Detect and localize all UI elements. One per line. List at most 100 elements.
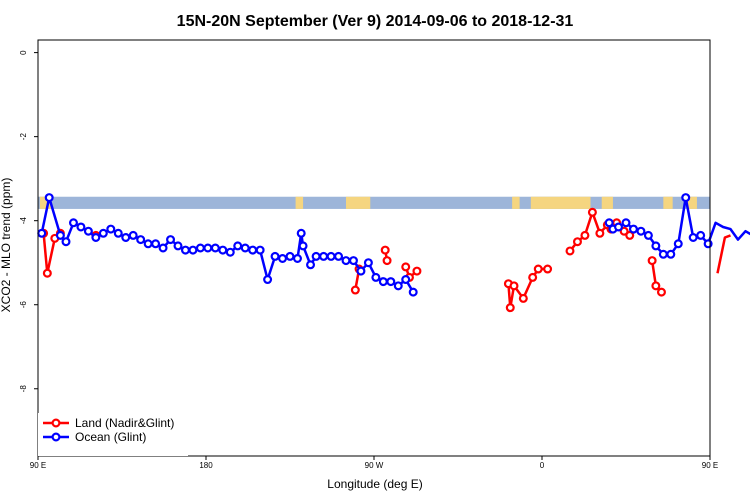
y-tick-label: 0: [19, 50, 28, 55]
legend-marker-land: [51, 418, 61, 428]
data-point-ocean: [158, 243, 168, 253]
data-point-ocean: [37, 228, 47, 238]
data-point-ocean: [386, 277, 396, 287]
legend-label-land: Land (Nadir&Glint): [75, 416, 174, 430]
surface-band-land: [295, 196, 304, 209]
data-point-ocean: [628, 224, 638, 234]
data-point-ocean: [371, 272, 381, 282]
data-point-ocean: [298, 241, 308, 251]
data-point-ocean: [378, 277, 388, 287]
legend-marker-ocean: [51, 432, 61, 442]
y-tick-label: -6: [19, 301, 28, 309]
data-point-ocean: [604, 218, 614, 228]
data-point-ocean: [180, 245, 190, 255]
data-point-ocean: [319, 251, 329, 261]
data-point-ocean: [106, 224, 116, 234]
data-point-land: [350, 285, 360, 295]
data-point-land: [533, 264, 543, 274]
data-point-ocean: [61, 237, 71, 247]
data-point-ocean: [696, 230, 706, 240]
data-point-ocean: [151, 239, 161, 249]
data-point-ocean: [341, 256, 351, 266]
surface-band-land: [530, 196, 591, 209]
x-axis-label: Longitude (deg E): [327, 477, 422, 491]
data-point-ocean: [326, 251, 336, 261]
data-point-ocean: [278, 254, 288, 264]
data-point-ocean: [408, 287, 418, 297]
data-point-ocean: [188, 245, 198, 255]
data-point-ocean: [363, 258, 373, 268]
surface-band-land: [512, 196, 520, 209]
data-point-ocean: [143, 239, 153, 249]
data-point-ocean: [240, 243, 250, 253]
legend: Land (Nadir&Glint)Ocean (Glint): [43, 416, 174, 444]
data-point-ocean: [128, 230, 138, 240]
data-point-ocean: [703, 239, 713, 249]
data-point-ocean: [292, 254, 302, 264]
data-point-ocean: [136, 235, 146, 245]
data-point-ocean: [651, 241, 661, 251]
data-point-land: [380, 245, 390, 255]
data-point-ocean: [113, 228, 123, 238]
data-point-ocean: [688, 232, 698, 242]
data-point-ocean: [68, 218, 78, 228]
data-point-ocean: [44, 193, 54, 203]
data-point-land: [528, 272, 538, 282]
data-point-land: [595, 228, 605, 238]
legend-label-ocean: Ocean (Glint): [75, 430, 146, 444]
data-point-land: [587, 207, 597, 217]
data-point-ocean: [76, 222, 86, 232]
data-point-ocean: [121, 232, 131, 242]
series-line-land: [716, 234, 731, 274]
data-point-land: [518, 293, 528, 303]
data-point-land: [401, 262, 411, 272]
x-axis: 90 E 180 90 W 0 90 E: [30, 456, 718, 470]
data-point-land: [412, 266, 422, 276]
x-tick-label: 90 W: [365, 461, 384, 470]
x-tick-label: 90 E: [702, 461, 718, 470]
data-point-ocean: [621, 218, 631, 228]
y-tick-label: -8: [19, 385, 28, 393]
surface-band-land: [601, 196, 613, 209]
data-point-ocean: [248, 245, 258, 255]
surface-band-land: [663, 196, 673, 209]
plot-frame: [37, 39, 711, 457]
data-point-ocean: [401, 275, 411, 285]
data-point-ocean: [285, 251, 295, 261]
surface-band-land: [39, 196, 52, 209]
x-tick-label: 0: [540, 461, 545, 470]
surface-band-land: [346, 196, 371, 209]
data-point-ocean: [233, 241, 243, 251]
data-point-ocean: [636, 226, 646, 236]
series-layer: [37, 193, 750, 313]
data-point-ocean: [356, 266, 366, 276]
data-point-ocean: [55, 230, 65, 240]
x-tick-label: 180: [199, 461, 213, 470]
data-point-ocean: [210, 243, 220, 253]
data-point-land: [656, 287, 666, 297]
data-point-land: [580, 230, 590, 240]
data-point-land: [572, 237, 582, 247]
data-point-ocean: [643, 230, 653, 240]
data-point-ocean: [393, 281, 403, 291]
data-point-ocean: [225, 247, 235, 257]
data-point-ocean: [270, 251, 280, 261]
data-point-ocean: [306, 260, 316, 270]
data-point-ocean: [83, 226, 93, 236]
data-point-ocean: [334, 251, 344, 261]
chart-title: 15N-20N September (Ver 9) 2014-09-06 to …: [177, 13, 574, 30]
data-point-ocean: [203, 243, 213, 253]
data-point-land: [42, 268, 52, 278]
data-point-ocean: [348, 256, 358, 266]
data-point-land: [543, 264, 553, 274]
data-point-ocean: [658, 249, 668, 259]
data-point-land: [625, 230, 635, 240]
data-point-ocean: [263, 275, 273, 285]
data-point-land: [382, 256, 392, 266]
data-point-ocean: [296, 228, 306, 238]
y-tick-label: -2: [19, 133, 28, 141]
data-point-land: [647, 256, 657, 266]
data-point-ocean: [311, 251, 321, 261]
data-point-ocean: [218, 245, 228, 255]
